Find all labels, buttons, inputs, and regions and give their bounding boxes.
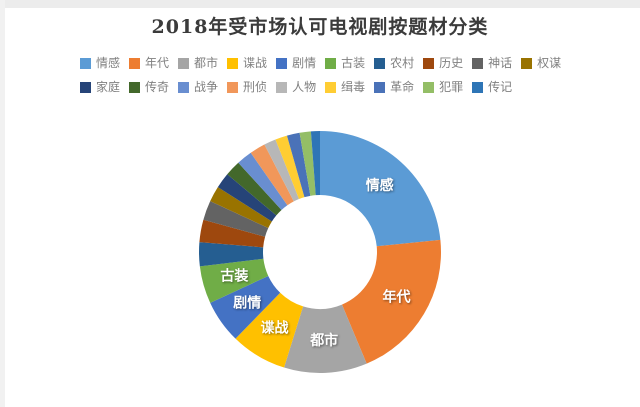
pie-slice-9 xyxy=(210,187,272,229)
legend-label: 战争 xyxy=(194,80,219,94)
legend-swatch-icon xyxy=(129,81,141,93)
legend-item-13: 刑侦 xyxy=(227,80,267,94)
legend-label: 年代 xyxy=(145,56,170,70)
legend-swatch-icon xyxy=(423,57,435,69)
legend-label: 家庭 xyxy=(96,80,121,94)
legend-item-0: 情感 xyxy=(80,56,120,70)
legend-label: 传奇 xyxy=(145,80,170,94)
pie-slice-12 xyxy=(238,152,288,210)
legend-label: 传记 xyxy=(488,80,513,94)
legend-item-10: 家庭 xyxy=(80,80,120,94)
legend-item-11: 传奇 xyxy=(129,80,169,94)
pie-slice-14 xyxy=(264,139,300,202)
legend-item-7: 历史 xyxy=(423,56,463,70)
legend-swatch-icon xyxy=(472,81,484,93)
pie-slice-17 xyxy=(299,131,316,196)
legend-swatch-icon xyxy=(178,81,190,93)
legend-row-2: 家庭 传奇 战争 刑侦 人物 缉毒 革命 犯罪 传记 xyxy=(80,80,570,94)
legend-item-14: 人物 xyxy=(276,80,316,94)
slice-label-2: 都市 xyxy=(309,332,338,349)
legend-label: 古装 xyxy=(341,56,366,70)
legend-swatch-icon xyxy=(227,57,239,69)
legend-swatch-icon xyxy=(521,57,533,69)
legend-item-9: 权谋 xyxy=(521,56,561,70)
pie-slice-10 xyxy=(217,174,277,222)
legend-swatch-icon xyxy=(374,57,386,69)
legend-label: 剧情 xyxy=(292,56,317,70)
legend-swatch-icon xyxy=(423,81,435,93)
legend-label: 农村 xyxy=(390,56,415,70)
legend-item-5: 古装 xyxy=(325,56,365,70)
legend-label: 神话 xyxy=(488,56,513,70)
pie-slice-7 xyxy=(199,219,266,248)
pie-slice-6 xyxy=(198,242,264,267)
chart-title: 2018年受市场认可电视剧按题材分类 xyxy=(151,16,489,38)
pie-slice-1 xyxy=(341,239,442,364)
pie-slice-16 xyxy=(286,132,311,198)
legend-item-15: 缉毒 xyxy=(325,80,365,94)
chart-legend: 情感 年代 都市 谍战 剧情 古装 农村 历史 神话 权谋家庭 传奇 战争 刑侦 人物 缉毒 革命 犯罪 传记 xyxy=(80,56,570,94)
legend-item-6: 农村 xyxy=(374,56,414,70)
pie-slice-2 xyxy=(284,304,367,373)
legend-row-1: 情感 年代 都市 谍战 剧情 古装 农村 历史 神话 权谋 xyxy=(80,56,570,70)
legend-item-12: 战争 xyxy=(178,80,218,94)
slice-label-3: 谍战 xyxy=(261,320,289,337)
legend-swatch-icon xyxy=(80,57,91,69)
legend-swatch-icon xyxy=(227,81,239,93)
legend-item-1: 年代 xyxy=(129,56,169,70)
legend-swatch-icon xyxy=(325,81,337,93)
pie-slice-11 xyxy=(227,162,282,216)
legend-item-8: 神话 xyxy=(472,56,512,70)
slice-label-4: 剧情 xyxy=(233,294,261,311)
legend-swatch-icon xyxy=(276,81,288,93)
pie-slice-8 xyxy=(203,201,269,237)
legend-swatch-icon xyxy=(472,57,484,69)
legend-item-3: 谍战 xyxy=(227,56,267,70)
legend-label: 人物 xyxy=(292,80,317,94)
pie-slice-18 xyxy=(310,130,320,196)
legend-label: 都市 xyxy=(194,56,219,70)
legend-label: 历史 xyxy=(439,56,464,70)
left-gray-band xyxy=(0,0,5,407)
slice-label-0: 情感 xyxy=(366,177,394,194)
legend-swatch-icon xyxy=(276,57,288,69)
pie-slice-3 xyxy=(235,292,304,368)
legend-label: 刑侦 xyxy=(243,80,268,94)
legend-item-18: 传记 xyxy=(472,80,512,94)
top-gray-band xyxy=(0,0,640,8)
legend-item-17: 犯罪 xyxy=(423,80,463,94)
legend-swatch-icon xyxy=(374,81,386,93)
legend-label: 情感 xyxy=(96,56,121,70)
pie-slice-13 xyxy=(250,144,294,206)
legend-swatch-icon xyxy=(80,81,91,93)
legend-item-2: 都市 xyxy=(178,56,218,70)
legend-swatch-icon xyxy=(325,57,337,69)
legend-item-16: 革命 xyxy=(374,80,414,94)
legend-item-4: 剧情 xyxy=(276,56,316,70)
legend-label: 犯罪 xyxy=(439,80,464,94)
pie-slice-4 xyxy=(210,275,281,339)
legend-label: 缉毒 xyxy=(341,80,366,94)
legend-swatch-icon xyxy=(178,57,190,69)
slice-label-1: 年代 xyxy=(383,289,411,306)
legend-swatch-icon xyxy=(129,57,141,69)
pie-slice-15 xyxy=(275,135,305,199)
pie-slice-0 xyxy=(320,131,441,247)
pie-slice-5 xyxy=(199,258,269,303)
slice-label-5: 古装 xyxy=(220,267,249,284)
legend-label: 谍战 xyxy=(243,56,268,70)
legend-label: 权谋 xyxy=(537,56,562,70)
legend-label: 革命 xyxy=(390,80,415,94)
